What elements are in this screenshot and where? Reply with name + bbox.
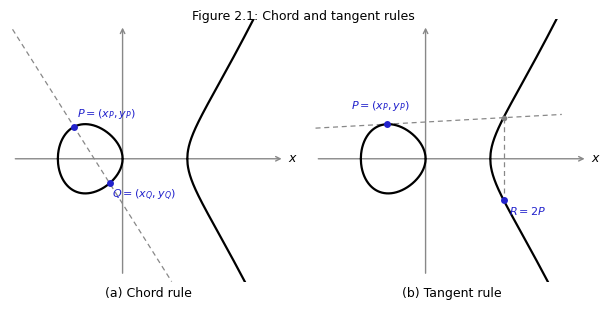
Text: $P = (x_P, y_P)$: $P = (x_P, y_P)$ (76, 107, 136, 121)
Text: $x$: $x$ (591, 152, 601, 165)
Text: (b) Tangent rule: (b) Tangent rule (402, 287, 501, 300)
Text: $Q = (x_Q, y_Q)$: $Q = (x_Q, y_Q)$ (112, 188, 176, 203)
Text: Figure 2.1: Chord and tangent rules: Figure 2.1: Chord and tangent rules (191, 10, 415, 23)
Text: $R = 2P$: $R = 2P$ (508, 205, 546, 218)
Text: $x$: $x$ (288, 152, 298, 165)
Text: (a) Chord rule: (a) Chord rule (105, 287, 192, 300)
Text: $P = (x_P, y_P)$: $P = (x_P, y_P)$ (351, 99, 410, 113)
